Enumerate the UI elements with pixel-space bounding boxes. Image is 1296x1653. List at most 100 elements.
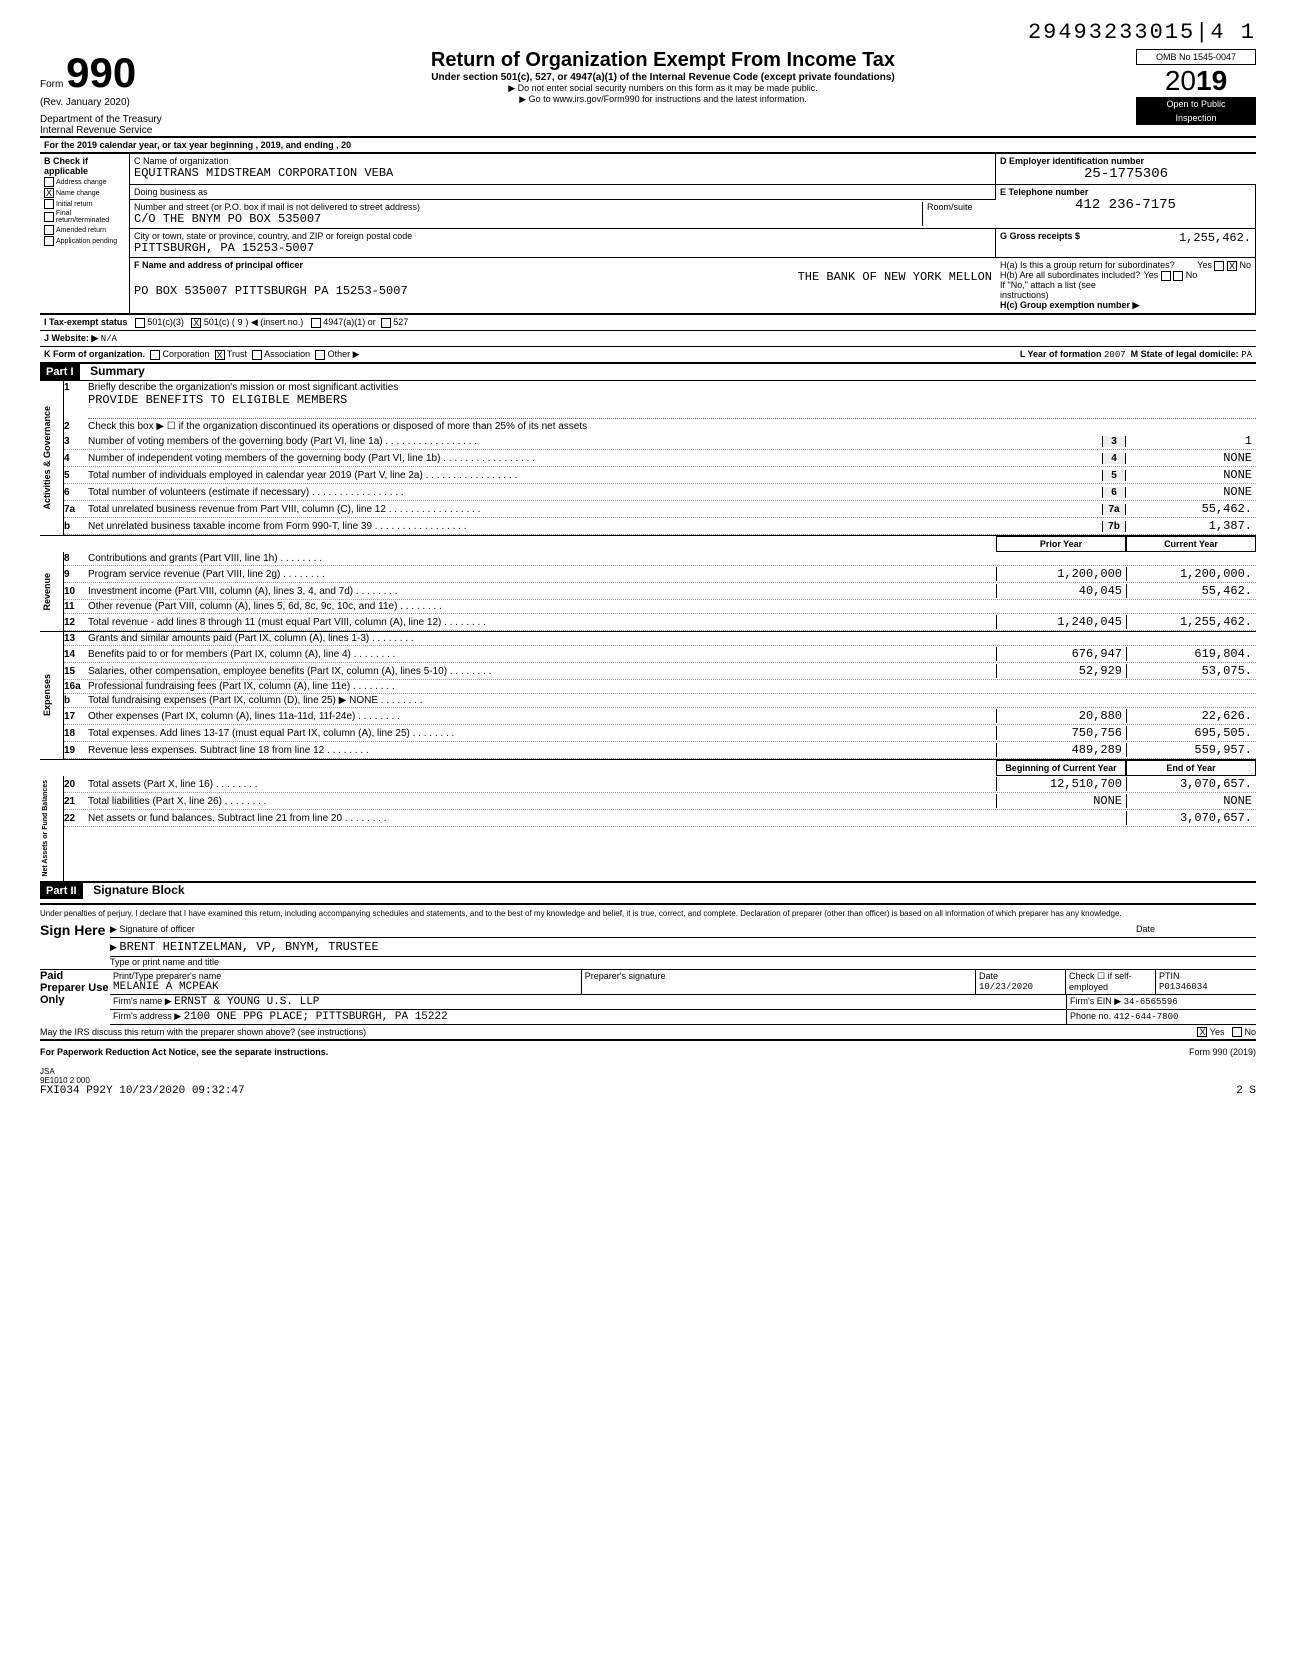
firm-name-label: Firm's name ▶ (113, 996, 172, 1006)
form-header: Form 990 (Rev. January 2020) Department … (40, 49, 1256, 136)
i-501c-num: 9 (237, 318, 242, 328)
sig-officer-label: Signature of officer (119, 924, 194, 934)
document-number: 29493233015|4 1 (40, 20, 1256, 45)
line-m-label: M State of legal domicile: (1131, 349, 1239, 359)
current-year-header: Current Year (1126, 536, 1256, 552)
summary-row: 22Net assets or fund balances. Subtract … (64, 810, 1256, 827)
part1-header: Part I Summary (40, 364, 1256, 380)
b-checkbox-item: Final return/terminated (44, 210, 125, 224)
discuss-yes: X (1197, 1027, 1207, 1037)
e-phone-label: E Telephone number (1000, 187, 1251, 197)
form-title: Return of Organization Exempt From Incom… (200, 49, 1126, 72)
addr-label: Number and street (or P.O. box if mail i… (134, 202, 922, 212)
officer-addr-f: PO BOX 535007 PITTSBURGH PA 15253-5007 (134, 284, 992, 298)
addr-value: C/O THE BNYM PO BOX 535007 (134, 212, 922, 226)
summary-row: bTotal fundraising expenses (Part IX, co… (64, 694, 1256, 708)
ptin-value: P01346034 (1159, 982, 1208, 992)
part2-title: Signature Block (93, 883, 184, 897)
line-j-label: J Website: ▶ (44, 333, 98, 343)
k-trust-check: X (215, 350, 225, 360)
room-label: Room/suite (927, 202, 992, 212)
city-label: City or town, state or province, country… (134, 231, 991, 241)
summary-row: 17Other expenses (Part IX, column (A), l… (64, 708, 1256, 725)
end-year-header: End of Year (1126, 760, 1256, 776)
form-note2: ▶ Go to www.irs.gov/Form990 for instruct… (200, 94, 1126, 105)
phone-value: 412 236-7175 (1000, 197, 1251, 213)
prep-date: 10/23/2020 (979, 982, 1033, 992)
tax-year: 20201919 (1136, 65, 1256, 97)
line-l-label: L Year of formation (1020, 349, 1102, 359)
sign-here-label: Sign Here (40, 922, 110, 967)
part1-bar: Part I (40, 364, 80, 380)
f-officer-label: F Name and address of principal officer (134, 260, 992, 270)
expenses-label: Expenses (40, 670, 54, 720)
summary-row: 11Other revenue (Part VIII, column (A), … (64, 600, 1256, 614)
beg-year-header: Beginning of Current Year (996, 760, 1126, 776)
summary-row: 13Grants and similar amounts paid (Part … (64, 632, 1256, 646)
firm-name: ERNST & YOUNG U.S. LLP (174, 996, 319, 1008)
prep-name-label: Print/Type preparer's name (113, 971, 578, 981)
form-dept: Department of the Treasury (40, 114, 190, 125)
summary-row: 7aTotal unrelated business revenue from … (64, 501, 1256, 518)
summary-row: 9Program service revenue (Part VIII, lin… (64, 566, 1256, 583)
g-gross-label: G Gross receipts $ (1000, 231, 1080, 241)
summary-row: 18Total expenses. Add lines 13-17 (must … (64, 725, 1256, 742)
jsa-code: 9E1010 2 000 (40, 1076, 1256, 1085)
part2-bar: Part II (40, 883, 83, 899)
b-checkbox-item: Initial return (44, 199, 125, 209)
i-501c-check: X (191, 318, 201, 328)
form-id-footer: Form 990 (2019) (1189, 1047, 1256, 1057)
summary-row: bNet unrelated business taxable income f… (64, 518, 1256, 535)
omb-number: OMB No 1545-0047 (1136, 49, 1256, 65)
page-num: 2 S (1236, 1085, 1256, 1097)
form-label: Form (40, 79, 66, 90)
paid-prep-label: Paid Preparer Use Only (40, 970, 110, 1025)
paperwork-notice: For Paperwork Reduction Act Notice, see … (40, 1047, 328, 1057)
h-b-label: H(b) Are all subordinates included? (1000, 270, 1140, 280)
firm-addr: 2100 ONE PPG PLACE; PITTSBURGH, PA 15222 (184, 1011, 448, 1023)
period-line: For the 2019 calendar year, or tax year … (40, 136, 1256, 152)
firm-ein-label: Firm's EIN ▶ (1070, 996, 1121, 1006)
summary-row: 3Number of voting members of the governi… (64, 433, 1256, 450)
line1-label: Briefly describe the organization's miss… (88, 382, 398, 393)
b-checkbox-item: Application pending (44, 236, 125, 246)
form-number: 990 (66, 49, 136, 96)
gross-receipts: 1,255,462. (1179, 231, 1251, 245)
discuss-text: May the IRS discuss this return with the… (40, 1027, 366, 1037)
officer-name: BRENT HEINTZELMAN, VP, BNYM, TRUSTEE (119, 940, 378, 954)
summary-row: 6Total number of volunteers (estimate if… (64, 484, 1256, 501)
summary-row: 5Total number of individuals employed in… (64, 467, 1256, 484)
summary-row: 14Benefits paid to or for members (Part … (64, 646, 1256, 663)
summary-row: 12Total revenue - add lines 8 through 11… (64, 614, 1256, 631)
dba-label: Doing business as (134, 187, 991, 197)
h-c-label: H(c) Group exemption number ▶ (1000, 300, 1251, 311)
prep-name: MELANIE A MCPEAK (113, 981, 578, 993)
ein-value: 25-1775306 (1000, 166, 1252, 182)
form-subtitle: Under section 501(c), 527, or 4947(a)(1)… (200, 72, 1126, 83)
sig-date-label: Date (1136, 924, 1256, 934)
timestamp: FXI034 P92Y 10/23/2020 09:32:47 (40, 1085, 245, 1097)
phone-label: Phone no. (1070, 1011, 1111, 1021)
city-value: PITTSBURGH, PA 15253-5007 (134, 241, 991, 255)
prior-year-header: Prior Year (996, 536, 1126, 552)
c-name-label: C Name of organization (134, 156, 991, 166)
ptin-label: PTIN (1159, 971, 1180, 981)
officer-name-f: THE BANK OF NEW YORK MELLON (134, 270, 992, 284)
perjury-text: Under penalties of perjury, I declare th… (40, 909, 1256, 918)
line-i-label: I Tax-exempt status (44, 317, 127, 327)
check-self: Check ☐ if self-employed (1066, 970, 1156, 994)
summary-row: 4Number of independent voting members of… (64, 450, 1256, 467)
b-checkbox-item: Address change (44, 177, 125, 187)
firm-phone: 412-644-7800 (1114, 1012, 1179, 1022)
summary-row: 20Total assets (Part X, line 16) . . . .… (64, 776, 1256, 793)
summary-row: 16aProfessional fundraising fees (Part I… (64, 680, 1256, 694)
d-ein-label: D Employer identification number (1000, 156, 1252, 166)
mission-text: PROVIDE BENEFITS TO ELIGIBLE MEMBERS (88, 393, 347, 407)
inspection: Inspection (1136, 111, 1256, 125)
summary-row: 21Total liabilities (Part X, line 26) . … (64, 793, 1256, 810)
firm-addr-label: Firm's address ▶ (113, 1011, 181, 1021)
part2-header: Part II Signature Block (40, 881, 1256, 899)
jsa-label: JSA (40, 1067, 1256, 1076)
prep-sig-label: Preparer's signature (582, 970, 976, 994)
officer-type-label: Type or print name and title (110, 957, 1256, 967)
